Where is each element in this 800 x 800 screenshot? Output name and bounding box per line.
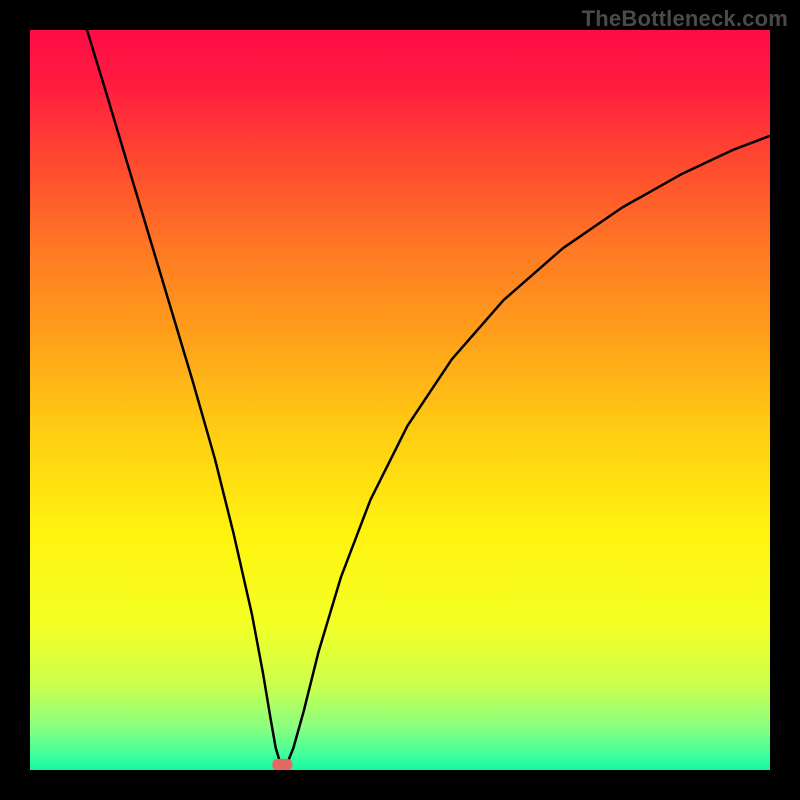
chart-background [30,30,770,770]
gradient-rect [30,30,770,770]
chart-frame: TheBottleneck.com [0,0,800,800]
watermark-text: TheBottleneck.com [582,6,788,32]
